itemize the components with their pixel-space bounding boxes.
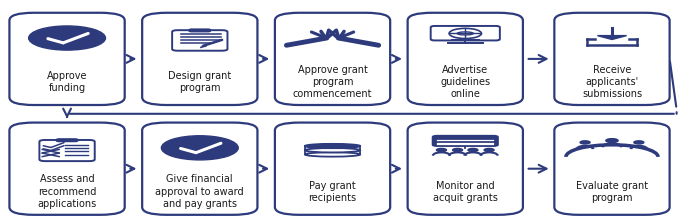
Text: Receive
applicants'
submissions: Receive applicants' submissions: [582, 65, 642, 99]
FancyBboxPatch shape: [305, 150, 360, 154]
Circle shape: [453, 149, 463, 152]
FancyBboxPatch shape: [433, 136, 498, 146]
FancyBboxPatch shape: [172, 30, 228, 51]
FancyBboxPatch shape: [430, 26, 500, 40]
Circle shape: [634, 141, 644, 144]
Text: Advertise
guidelines
online: Advertise guidelines online: [440, 65, 490, 99]
Text: Evaluate grant
program: Evaluate grant program: [576, 181, 648, 203]
Text: Design grant
program: Design grant program: [168, 71, 232, 93]
FancyBboxPatch shape: [407, 123, 523, 215]
Ellipse shape: [305, 148, 360, 152]
Circle shape: [580, 141, 590, 144]
FancyBboxPatch shape: [407, 13, 523, 105]
Circle shape: [437, 149, 447, 152]
Text: Monitor and
acquit grants: Monitor and acquit grants: [433, 181, 498, 203]
FancyBboxPatch shape: [9, 13, 125, 105]
Circle shape: [484, 149, 494, 152]
Text: Approve grant
program
commencement: Approve grant program commencement: [293, 65, 372, 99]
FancyBboxPatch shape: [56, 139, 78, 142]
Circle shape: [29, 26, 106, 50]
FancyBboxPatch shape: [554, 13, 670, 105]
Ellipse shape: [305, 152, 360, 157]
Text: Assess and
recommend
applications: Assess and recommend applications: [37, 174, 97, 209]
FancyBboxPatch shape: [9, 123, 125, 215]
Text: Pay grant
recipients: Pay grant recipients: [309, 181, 356, 203]
Polygon shape: [597, 36, 626, 40]
FancyBboxPatch shape: [305, 146, 360, 150]
FancyBboxPatch shape: [142, 13, 258, 105]
FancyBboxPatch shape: [189, 29, 211, 32]
FancyBboxPatch shape: [554, 123, 670, 215]
Text: Give financial
approval to award
and pay grants: Give financial approval to award and pay…: [155, 174, 244, 209]
Text: Approve
funding: Approve funding: [47, 71, 88, 93]
FancyBboxPatch shape: [275, 13, 390, 105]
FancyBboxPatch shape: [39, 140, 95, 161]
Circle shape: [468, 149, 478, 152]
Circle shape: [162, 136, 238, 160]
Circle shape: [606, 139, 618, 143]
FancyBboxPatch shape: [275, 123, 390, 215]
Ellipse shape: [305, 144, 360, 148]
FancyBboxPatch shape: [142, 123, 258, 215]
